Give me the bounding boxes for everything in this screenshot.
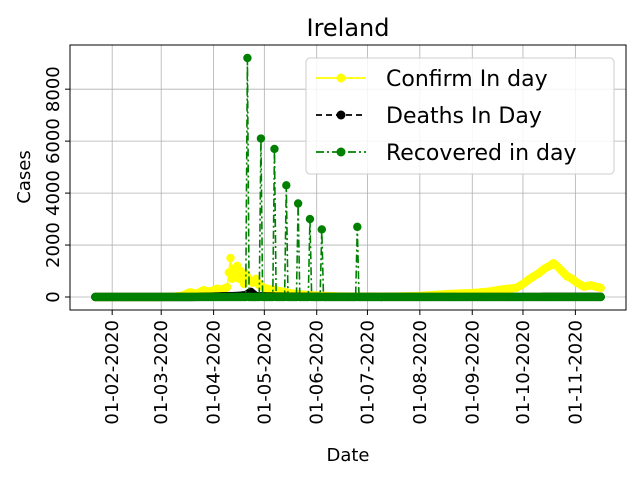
axes-frame bbox=[69, 44, 627, 311]
x-tick-label: 01-06-2020 bbox=[307, 320, 328, 425]
y-tick-label: 2000 bbox=[43, 222, 64, 268]
data-point bbox=[353, 222, 362, 232]
x-tick-label: 01-05-2020 bbox=[254, 320, 275, 425]
y-tick-label: 8000 bbox=[43, 66, 64, 112]
y-axis-label: Cases bbox=[14, 150, 35, 203]
data-point bbox=[226, 253, 235, 263]
x-tick-label: 01-07-2020 bbox=[357, 320, 378, 425]
legend: Confirm In day Deaths In Day Recovered in … bbox=[305, 57, 615, 175]
data-point bbox=[293, 199, 303, 208]
series-layer bbox=[91, 53, 605, 302]
legend-marker bbox=[336, 147, 346, 157]
data-point bbox=[222, 282, 232, 292]
data-point bbox=[256, 134, 266, 143]
data-point bbox=[243, 53, 252, 63]
x-axis-ticks: 01-02-2020 01-03-2020 01-04-2020 01-05-2020… bbox=[102, 310, 586, 425]
legend-box bbox=[305, 57, 615, 175]
legend-label: Recovered in day bbox=[386, 141, 577, 166]
x-tick-label: 01-04-2020 bbox=[204, 320, 225, 425]
legend-marker bbox=[336, 73, 346, 83]
x-tick-label: 01-03-2020 bbox=[151, 320, 172, 425]
y-tick-label: 4000 bbox=[43, 170, 64, 216]
chart-title: Ireland bbox=[306, 14, 389, 42]
data-point bbox=[282, 181, 291, 190]
y-tick-label: 0 bbox=[43, 291, 64, 302]
x-tick-label: 01-02-2020 bbox=[102, 320, 123, 425]
x-axis-label: Date bbox=[326, 445, 369, 466]
series-2 bbox=[91, 53, 605, 302]
legend-label: Deaths In Day bbox=[386, 104, 542, 129]
x-tick-label: 01-08-2020 bbox=[410, 320, 431, 425]
data-point bbox=[305, 214, 315, 224]
data-point bbox=[317, 225, 326, 234]
data-point bbox=[596, 283, 605, 293]
x-tick-label: 01-11-2020 bbox=[565, 320, 586, 425]
x-tick-label: 01-09-2020 bbox=[462, 320, 483, 425]
legend-label: Confirm In day bbox=[386, 67, 548, 92]
data-point bbox=[596, 292, 605, 302]
data-point bbox=[270, 144, 279, 154]
legend-marker bbox=[336, 110, 346, 120]
x-tick-label: 01-10-2020 bbox=[513, 320, 534, 425]
y-axis-ticks: 0 2000 4000 6000 8000 bbox=[43, 66, 70, 303]
y-tick-label: 6000 bbox=[43, 118, 64, 164]
